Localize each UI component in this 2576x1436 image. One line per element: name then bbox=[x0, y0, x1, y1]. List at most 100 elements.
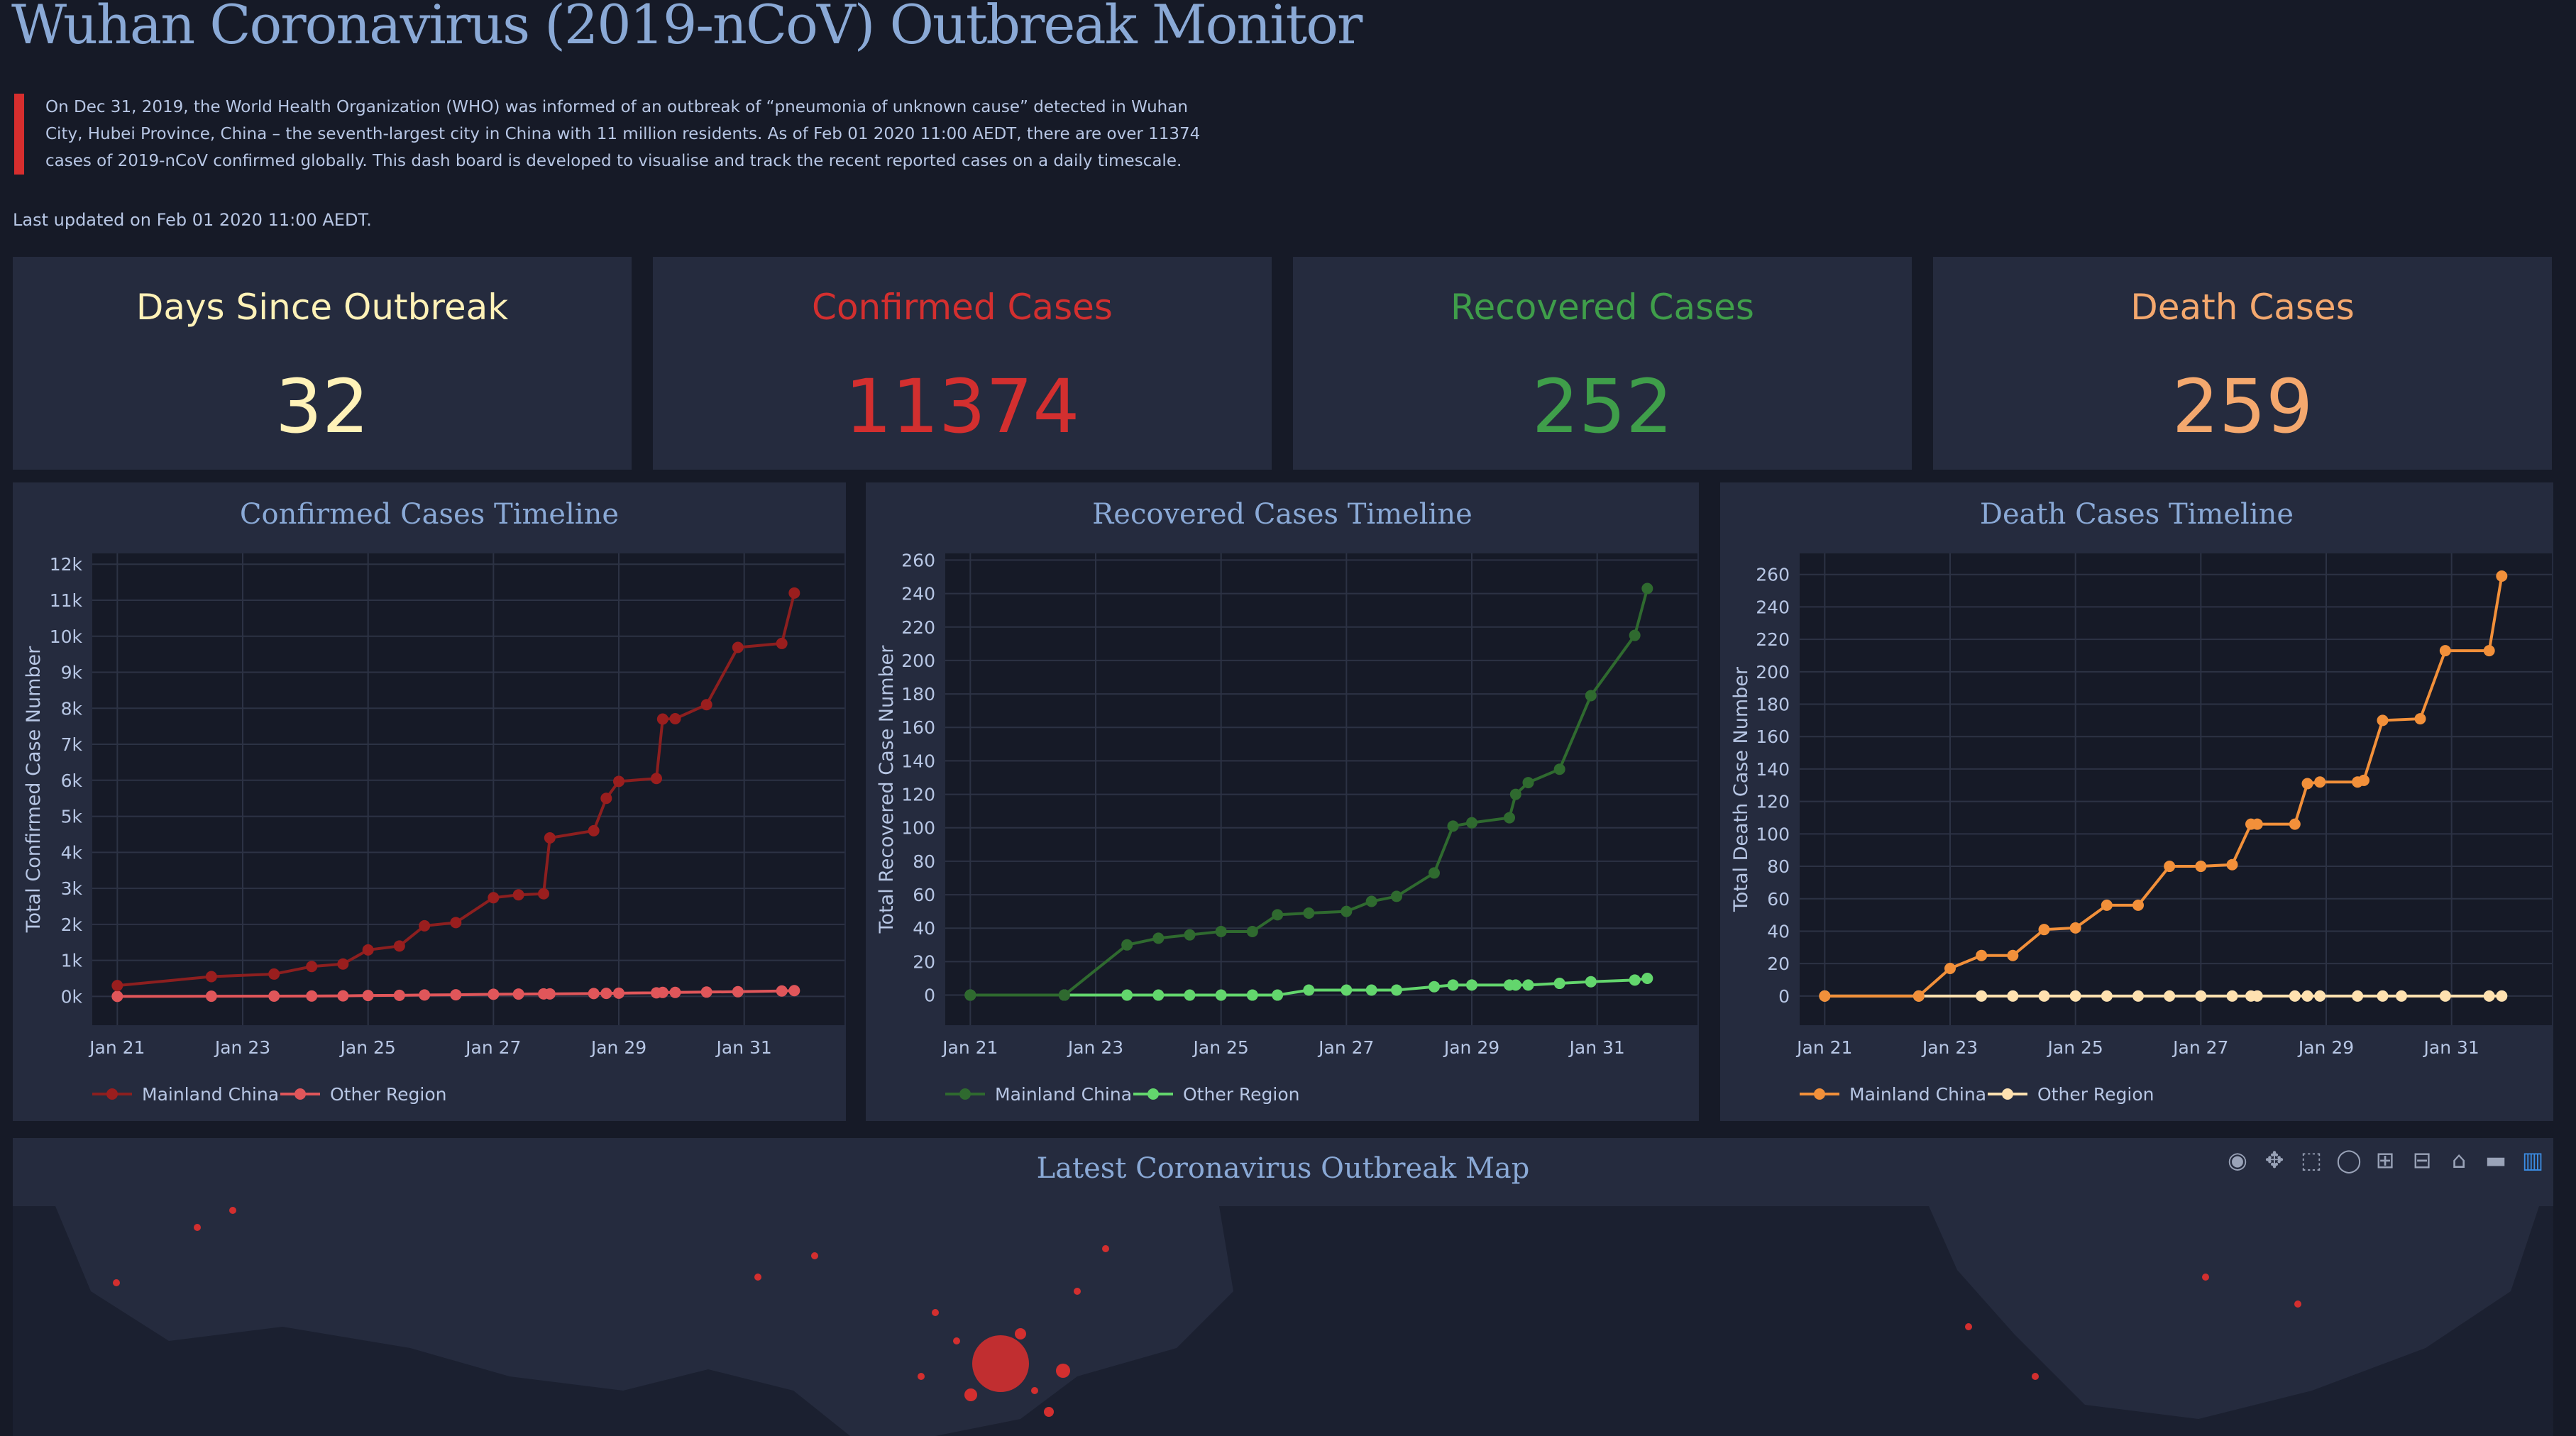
data-point[interactable] bbox=[2314, 776, 2326, 788]
data-point[interactable] bbox=[669, 986, 681, 998]
data-point[interactable] bbox=[1629, 629, 1641, 641]
data-point[interactable] bbox=[2251, 990, 2263, 1002]
data-point[interactable] bbox=[1641, 972, 1653, 984]
data-point[interactable] bbox=[669, 713, 681, 725]
data-point[interactable] bbox=[656, 713, 668, 725]
data-point[interactable] bbox=[1466, 817, 1477, 829]
data-point[interactable] bbox=[488, 892, 500, 904]
pan-icon[interactable]: ✥ bbox=[2264, 1147, 2284, 1173]
legend-item-1[interactable]: Other Region bbox=[280, 1084, 447, 1105]
legend-item-0[interactable]: Mainland China bbox=[92, 1084, 279, 1105]
data-point[interactable] bbox=[450, 989, 462, 1001]
data-point[interactable] bbox=[512, 988, 524, 1000]
data-point[interactable] bbox=[776, 985, 788, 997]
data-point[interactable] bbox=[1912, 990, 1925, 1002]
data-point[interactable] bbox=[1058, 989, 1070, 1001]
data-point[interactable] bbox=[1509, 979, 1521, 991]
legend-item-1[interactable]: Other Region bbox=[1988, 1084, 2154, 1105]
data-point[interactable] bbox=[2069, 922, 2081, 934]
data-point[interactable] bbox=[2496, 990, 2508, 1002]
data-point[interactable] bbox=[544, 832, 556, 844]
data-point[interactable] bbox=[1447, 979, 1459, 991]
data-point[interactable] bbox=[1272, 909, 1284, 921]
data-point[interactable] bbox=[600, 792, 612, 805]
data-point[interactable] bbox=[1585, 976, 1597, 988]
data-point[interactable] bbox=[1819, 990, 1831, 1002]
data-point[interactable] bbox=[1466, 979, 1477, 991]
data-point[interactable] bbox=[1641, 582, 1653, 595]
data-point[interactable] bbox=[2038, 990, 2050, 1002]
data-point[interactable] bbox=[1303, 907, 1315, 919]
data-point[interactable] bbox=[306, 961, 318, 973]
data-point[interactable] bbox=[2289, 990, 2301, 1002]
data-point[interactable] bbox=[1976, 990, 1988, 1002]
data-point[interactable] bbox=[2164, 861, 2176, 873]
plotly-logo-icon[interactable]: ▥ bbox=[2521, 1147, 2544, 1173]
data-point[interactable] bbox=[268, 990, 280, 1002]
data-point[interactable] bbox=[419, 989, 431, 1001]
data-point[interactable] bbox=[1944, 963, 1956, 975]
data-point[interactable] bbox=[1504, 812, 1515, 824]
world-map[interactable] bbox=[13, 1206, 2553, 1436]
data-point[interactable] bbox=[2439, 645, 2451, 657]
data-point[interactable] bbox=[1152, 989, 1165, 1001]
data-point[interactable] bbox=[613, 775, 624, 788]
data-point[interactable] bbox=[1585, 690, 1597, 702]
data-point[interactable] bbox=[2414, 713, 2426, 725]
data-point[interactable] bbox=[1365, 895, 1377, 907]
data-point[interactable] bbox=[538, 888, 549, 900]
data-point[interactable] bbox=[2251, 818, 2263, 830]
data-point[interactable] bbox=[1429, 867, 1440, 879]
data-point[interactable] bbox=[1121, 989, 1133, 1001]
home-icon[interactable]: ⌂ bbox=[2451, 1147, 2467, 1173]
data-point[interactable] bbox=[1553, 763, 1565, 775]
zoom-in-icon[interactable]: ⊞ bbox=[2375, 1147, 2395, 1173]
data-point[interactable] bbox=[1341, 905, 1353, 917]
data-point[interactable] bbox=[1246, 989, 1258, 1001]
data-point[interactable] bbox=[964, 989, 976, 1001]
data-point[interactable] bbox=[2195, 990, 2207, 1002]
data-point[interactable] bbox=[2439, 990, 2451, 1002]
data-point[interactable] bbox=[1553, 978, 1565, 990]
zoom-out-icon[interactable]: ⊟ bbox=[2412, 1147, 2432, 1173]
data-point[interactable] bbox=[544, 988, 556, 1000]
data-point[interactable] bbox=[2164, 990, 2176, 1002]
data-point[interactable] bbox=[2226, 990, 2238, 1002]
data-point[interactable] bbox=[111, 990, 123, 1003]
data-point[interactable] bbox=[306, 990, 318, 1002]
data-point[interactable] bbox=[1121, 939, 1133, 951]
data-point[interactable] bbox=[393, 989, 405, 1001]
data-point[interactable] bbox=[337, 990, 349, 1002]
data-point[interactable] bbox=[2132, 990, 2144, 1002]
data-point[interactable] bbox=[2358, 774, 2369, 786]
data-point[interactable] bbox=[2289, 818, 2301, 830]
data-point[interactable] bbox=[268, 968, 280, 980]
lasso-icon[interactable]: ◯ bbox=[2336, 1147, 2362, 1173]
data-point[interactable] bbox=[337, 958, 349, 970]
data-point[interactable] bbox=[1184, 989, 1196, 1001]
data-point[interactable] bbox=[1391, 984, 1402, 996]
data-point[interactable] bbox=[2038, 924, 2050, 936]
data-point[interactable] bbox=[732, 641, 744, 653]
data-point[interactable] bbox=[788, 985, 800, 997]
data-point[interactable] bbox=[1976, 949, 1988, 961]
data-point[interactable] bbox=[2069, 990, 2081, 1002]
data-point[interactable] bbox=[2352, 990, 2364, 1002]
legend-item-1[interactable]: Other Region bbox=[1133, 1084, 1300, 1105]
legend-item-0[interactable]: Mainland China bbox=[945, 1084, 1132, 1105]
data-point[interactable] bbox=[700, 699, 712, 711]
data-point[interactable] bbox=[2101, 990, 2113, 1002]
data-point[interactable] bbox=[2396, 990, 2407, 1002]
data-point[interactable] bbox=[1522, 979, 1534, 991]
data-point[interactable] bbox=[1429, 981, 1440, 993]
data-point[interactable] bbox=[588, 988, 600, 1000]
data-point[interactable] bbox=[2314, 990, 2326, 1002]
data-point[interactable] bbox=[2195, 861, 2207, 873]
data-point[interactable] bbox=[613, 987, 624, 999]
data-point[interactable] bbox=[205, 971, 217, 983]
data-point[interactable] bbox=[512, 889, 524, 901]
data-point[interactable] bbox=[2101, 899, 2113, 911]
data-point[interactable] bbox=[588, 824, 600, 836]
legend-item-0[interactable]: Mainland China bbox=[1800, 1084, 1986, 1105]
data-point[interactable] bbox=[1509, 788, 1521, 800]
